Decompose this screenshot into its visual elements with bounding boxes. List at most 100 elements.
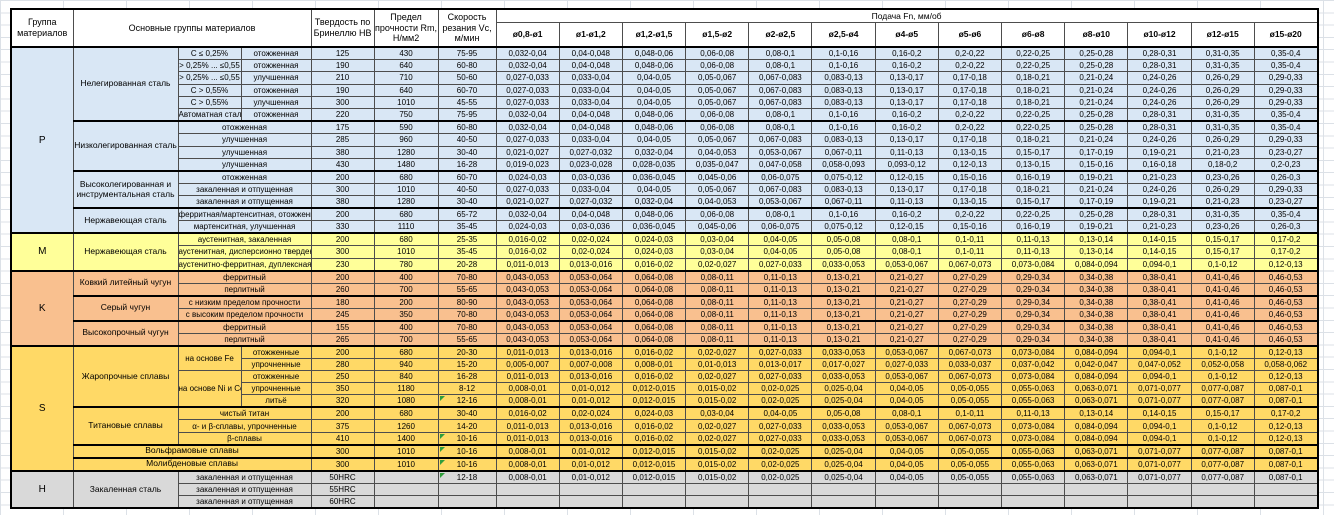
diameter-col-header[interactable]: ø1-ø1,2 (558, 21, 623, 48)
feed-cell[interactable]: 0,032-0,04 (495, 108, 560, 122)
feed-cell[interactable]: 0,35-0,4 (1253, 58, 1319, 73)
feed-cell[interactable]: 0,13-0,15 (937, 195, 1003, 209)
feed-cell[interactable]: 0,067-0,073 (937, 344, 1003, 359)
feed-cell[interactable]: 0,21-0,27 (874, 294, 939, 309)
hardness-cell[interactable]: 190 (310, 58, 375, 73)
feed-cell[interactable] (1253, 482, 1319, 497)
feed-cell[interactable]: 0,1-0,12 (1190, 419, 1255, 433)
feed-cell[interactable]: 0,13-0,17 (874, 182, 939, 197)
feed-cell[interactable]: 0,29-0,34 (1001, 319, 1066, 334)
feed-cell[interactable]: 0,008-0,01 (495, 394, 560, 408)
material-subgroup-cell[interactable]: ферритный (177, 269, 312, 284)
feed-cell[interactable]: 0,46-0,53 (1253, 282, 1319, 296)
feed-cell[interactable]: 0,094-0,1 (1127, 369, 1192, 384)
feed-cell[interactable]: 0,06-0,08 (685, 108, 750, 122)
feed-cell[interactable]: 0,01-0,012 (558, 456, 623, 472)
feed-cell[interactable]: 0,094-0,1 (1127, 344, 1192, 359)
feed-cell[interactable]: 0,033-0,04 (558, 95, 623, 110)
feed-cell[interactable]: 0,064-0,08 (621, 307, 687, 321)
strength-cell[interactable]: 1010 (373, 443, 439, 459)
feed-cell[interactable]: 0,26-0,3 (1253, 169, 1319, 184)
feed-cell[interactable]: 0,46-0,53 (1253, 307, 1319, 321)
feed-cell[interactable]: 0,28-0,31 (1127, 58, 1192, 73)
feed-cell[interactable]: 0,23-0,27 (1253, 195, 1319, 209)
feed-cell[interactable]: 0,31-0,35 (1190, 120, 1255, 135)
cutting-speed-cell[interactable]: 40-50 (437, 182, 497, 197)
feed-cell[interactable]: 0,027-0,032 (558, 195, 623, 209)
feed-cell[interactable]: 0,22-0,25 (1001, 58, 1066, 73)
feed-cell[interactable]: 0,048-0,06 (621, 46, 687, 60)
strength-cell[interactable]: 680 (373, 344, 439, 359)
feed-cell[interactable]: 0,075-0,12 (811, 220, 876, 234)
feed-cell[interactable]: 0,027-0,033 (495, 71, 560, 85)
cutting-speed-cell[interactable]: 10-16 (437, 443, 497, 459)
feed-cell[interactable]: 0,083-0,13 (811, 71, 876, 85)
feed-cell[interactable]: 0,13-0,14 (1064, 232, 1129, 247)
feed-cell[interactable]: 0,38-0,41 (1127, 269, 1192, 284)
feed-cell[interactable]: 0,024-0,03 (495, 169, 560, 184)
material-group-cell[interactable]: Ковкий литейный чугун (72, 269, 179, 296)
feed-cell[interactable]: 0,21-0,27 (874, 282, 939, 296)
hardness-cell[interactable]: 330 (310, 220, 375, 234)
feed-cell[interactable]: 0,067-0,083 (748, 182, 813, 197)
material-subgroup-cell[interactable]: C > 0,55% (177, 95, 242, 110)
feed-cell[interactable]: 0,1-0,12 (1190, 431, 1255, 446)
feed-cell[interactable]: 0,063-0,071 (1064, 394, 1129, 408)
feed-cell[interactable]: 0,02-0,025 (748, 443, 813, 459)
feed-cell[interactable]: 0,05-0,055 (937, 456, 1003, 472)
feed-cell[interactable]: 0,077-0,087 (1190, 394, 1255, 408)
feed-cell[interactable]: 0,08-0,1 (874, 245, 939, 259)
feed-cell[interactable]: 0,008-0,01 (495, 469, 560, 484)
feed-cell[interactable]: 0,38-0,41 (1127, 307, 1192, 321)
state-cell[interactable]: упрочненные (240, 357, 312, 371)
feed-cell[interactable]: 0,053-0,067 (748, 195, 813, 209)
feed-cell[interactable]: 0,25-0,28 (1064, 207, 1129, 222)
feed-cell[interactable]: 0,06-0,08 (685, 207, 750, 222)
strength-cell[interactable]: 680 (373, 232, 439, 247)
diameter-col-header[interactable]: ø5-ø6 (937, 21, 1003, 48)
feed-cell[interactable]: 0,024-0,03 (495, 220, 560, 234)
feed-cell[interactable]: 0,053-0,067 (874, 419, 939, 433)
hardness-cell[interactable]: 55HRC (310, 482, 375, 497)
feed-cell[interactable]: 0,053-0,064 (558, 319, 623, 334)
feed-cell[interactable] (621, 495, 687, 509)
feed-cell[interactable]: 0,093-0,12 (874, 157, 939, 172)
feed-cell[interactable]: 0,12-0,15 (874, 169, 939, 184)
feed-cell[interactable]: 0,12-0,13 (1253, 257, 1319, 271)
feed-cell[interactable] (811, 495, 876, 509)
feed-cell[interactable]: 0,25-0,28 (1064, 46, 1129, 60)
feed-cell[interactable]: 0,46-0,53 (1253, 294, 1319, 309)
feed-cell[interactable]: 0,067-0,083 (748, 133, 813, 147)
feed-cell[interactable]: 0,027-0,033 (495, 95, 560, 110)
feed-cell[interactable]: 0,011-0,013 (495, 369, 560, 384)
feed-cell[interactable]: 0,04-0,05 (874, 443, 939, 459)
feed-cell[interactable] (1001, 495, 1066, 509)
feed-cell[interactable]: 0,26-0,3 (1253, 220, 1319, 234)
hardness-cell[interactable]: 125 (310, 46, 375, 60)
feed-cell[interactable]: 0,38-0,41 (1127, 294, 1192, 309)
feed-cell[interactable]: 0,08-0,11 (685, 294, 750, 309)
strength-cell[interactable]: 1280 (373, 145, 439, 159)
material-subgroup-cell[interactable]: α- и β-сплавы, упрочненные (177, 419, 312, 433)
state-cell[interactable]: упрочненные (240, 382, 312, 396)
feed-cell[interactable]: 0,1-0,11 (937, 232, 1003, 247)
feed-cell[interactable]: 0,05-0,08 (811, 406, 876, 421)
feed-cell[interactable]: 0,12-0,13 (1253, 431, 1319, 446)
feed-cell[interactable]: 0,2-0,22 (937, 108, 1003, 122)
feed-cell[interactable]: 0,008-0,01 (495, 456, 560, 472)
feed-cell[interactable]: 0,04-0,05 (621, 83, 687, 97)
feed-cell[interactable]: 0,02-0,024 (558, 406, 623, 421)
feed-cell[interactable]: 0,46-0,53 (1253, 332, 1319, 346)
feed-cell[interactable]: 0,067-0,073 (937, 257, 1003, 271)
hardness-cell[interactable]: 260 (310, 282, 375, 296)
feed-cell[interactable]: 0,067-0,11 (811, 195, 876, 209)
feed-cell[interactable]: 0,017-0,027 (811, 357, 876, 371)
feed-cell[interactable]: 0,28-0,31 (1127, 207, 1192, 222)
feed-cell[interactable]: 0,053-0,067 (874, 369, 939, 384)
feed-cell[interactable]: 0,033-0,053 (811, 419, 876, 433)
feed-cell[interactable]: 0,02-0,025 (748, 394, 813, 408)
feed-cell[interactable]: 0,2-0,22 (937, 207, 1003, 222)
feed-cell[interactable]: 0,08-0,11 (685, 319, 750, 334)
material-subgroup-cell[interactable]: β-сплавы (177, 431, 312, 446)
strength-cell[interactable]: 200 (373, 294, 439, 309)
